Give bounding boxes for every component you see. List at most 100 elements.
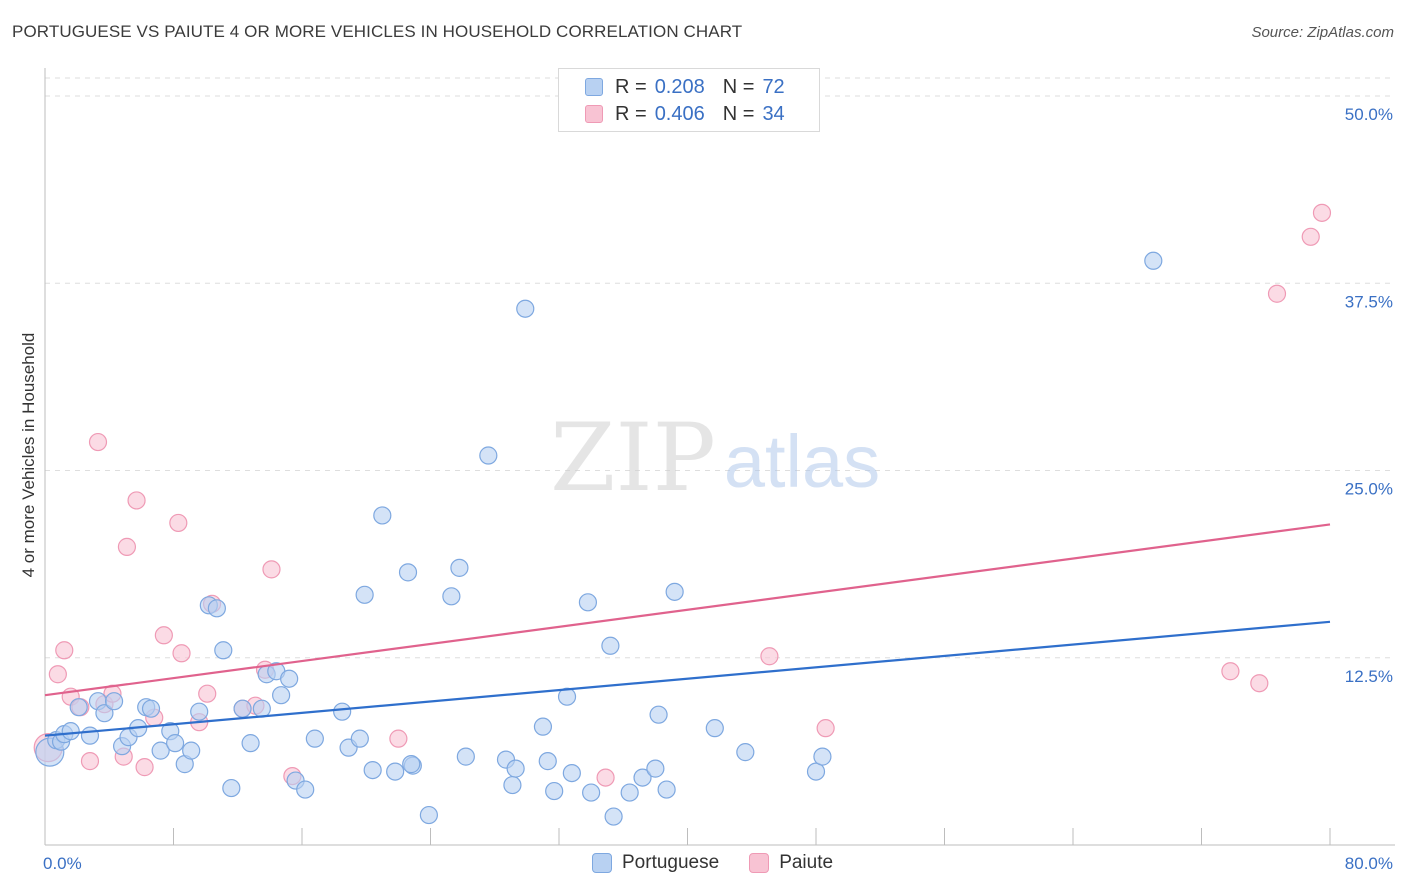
n-label: N = [722,75,755,98]
portuguese-point [386,762,405,781]
paiute-point [127,491,146,510]
legend-label-portuguese: Portuguese [622,852,720,873]
portuguese-point [373,506,392,525]
portuguese-point [222,778,241,798]
paiute-point [135,758,154,777]
paiute-point [1267,284,1287,303]
portuguese-point [214,641,233,660]
portuguese-point [538,752,557,771]
portuguese-point [355,585,374,604]
portuguese-point [95,704,114,723]
watermark: ZIP atlas [550,404,880,513]
y-tick-label: 25.0% [1345,480,1393,499]
portuguese-point [61,722,80,741]
paiute-point [262,560,281,579]
portuguese-point [350,729,369,748]
paiute-point [88,432,108,452]
portuguese-point [69,698,88,717]
portuguese-point [166,734,185,753]
paiute-point [80,752,100,771]
portuguese-point [233,699,252,718]
portuguese-point [533,717,553,736]
legend-label-paiute: Paiute [779,852,834,873]
paiute-point [596,768,615,787]
x-tick-label: 80.0% [1345,854,1393,873]
trend-lines [44,523,1331,737]
portuguese-point [557,687,577,706]
paiute-point [154,626,173,645]
portuguese-point [545,781,564,801]
paiute-point [1250,674,1269,693]
portuguese-point [646,759,665,778]
gridlines [45,77,1395,659]
portuguese-point [104,692,124,711]
n-label: N = [722,102,755,125]
watermark-atlas: atlas [724,420,880,503]
portuguese-point [582,783,601,802]
r-value: 0.208 [654,75,705,98]
y-tick-label: 50.0% [1345,105,1393,124]
portuguese-point [578,593,598,612]
r-value: 0.406 [654,102,705,125]
portuguese-point [736,743,755,762]
portuguese-point [649,705,668,724]
paiute-point [172,644,191,663]
x-tick-label: 0.0% [43,854,82,873]
portuguese-point [456,747,475,766]
portuguese-point [479,446,498,465]
portuguese-trend-line [44,620,1331,737]
portuguese-point [182,741,201,760]
paiute-swatch [585,105,603,123]
chart-title: PORTUGUESE VS PAIUTE 4 OR MORE VEHICLES … [12,22,743,41]
paiute-point [198,684,217,703]
paiute-point [1312,203,1332,222]
stats-legend: R = 0.208 N = 72 R = 0.406 N = 34 [558,68,820,132]
paiute-trend-line [44,523,1331,697]
portuguese-swatch [585,78,603,96]
n-value: 72 [762,75,785,98]
paiute-legend-swatch [749,853,770,873]
portuguese-point [190,702,209,721]
legend-item-portuguese[interactable]: Portuguese [592,852,719,874]
portuguese-point [562,763,581,783]
portuguese-point [272,686,291,705]
portuguese-point [1144,251,1163,270]
watermark-zip: ZIP [550,404,716,513]
paiute-point [55,641,74,660]
portuguese-point [241,734,260,753]
series-legend: Portuguese Paiute [592,852,863,874]
portuguese-point [633,768,652,787]
r-label: R = [615,102,647,125]
portuguese-point [305,729,324,748]
portuguese-point [80,726,100,745]
n-value: 34 [762,102,785,125]
paiute-point [1301,227,1320,246]
paiute-point [816,719,835,738]
portuguese-point [333,702,352,721]
paiute-point [1221,662,1240,681]
paiute-point [389,729,408,748]
y-tick-label: 12.5% [1345,667,1393,686]
portuguese-points [35,251,1163,826]
portuguese-point [252,699,271,718]
legend-item-paiute[interactable]: Paiute [749,852,833,874]
portuguese-point [207,599,226,618]
portuguese-point [280,669,299,688]
paiute-point [117,537,137,556]
portuguese-point [141,699,161,718]
portuguese-point [601,636,620,655]
portuguese-point [516,299,535,318]
portuguese-point [806,762,826,781]
stats-row-portuguese: R = 0.208 N = 72 [585,76,785,98]
portuguese-point [620,783,639,802]
portuguese-point [450,558,469,577]
portuguese-point [296,780,315,799]
portuguese-point [503,775,522,795]
portuguese-point [657,780,676,799]
portuguese-legend-swatch [592,853,612,873]
portuguese-point [604,807,623,826]
portuguese-point [402,755,421,774]
portuguese-point [506,759,525,778]
portuguese-point [705,719,724,738]
